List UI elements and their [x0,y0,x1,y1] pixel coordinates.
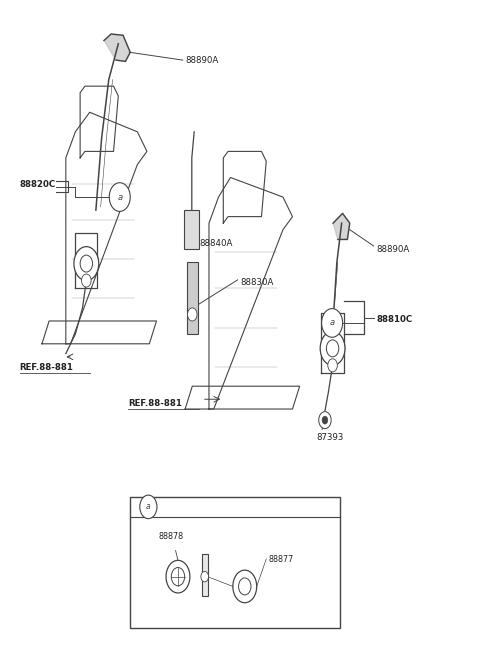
Polygon shape [104,34,130,62]
Circle shape [322,416,328,424]
Circle shape [188,308,197,321]
Text: 88878: 88878 [159,533,184,542]
Text: 88877: 88877 [269,555,294,565]
Text: 88810C: 88810C [376,315,412,324]
Text: a: a [330,318,335,328]
Circle shape [322,309,343,337]
Circle shape [140,495,157,519]
Circle shape [166,560,190,593]
Circle shape [201,571,208,582]
Text: a: a [146,502,151,512]
Text: a: a [117,193,122,202]
Text: 88830A: 88830A [240,278,274,287]
Circle shape [233,570,257,603]
Bar [187,262,198,334]
Bar [184,210,199,250]
Bar [202,554,207,596]
Text: 87393: 87393 [316,433,344,441]
Text: 88890A: 88890A [376,246,409,255]
Text: REF.88-881: REF.88-881 [128,399,182,408]
Polygon shape [333,214,350,240]
Circle shape [82,274,91,287]
Circle shape [328,359,337,372]
Text: REF.88-881: REF.88-881 [20,363,73,372]
Circle shape [74,247,99,280]
Circle shape [319,411,331,428]
Text: 88820C: 88820C [20,180,56,189]
Text: 88890A: 88890A [185,56,218,66]
Text: 88840A: 88840A [199,239,233,248]
Bar [130,497,340,627]
Circle shape [109,183,130,212]
Circle shape [320,331,345,365]
